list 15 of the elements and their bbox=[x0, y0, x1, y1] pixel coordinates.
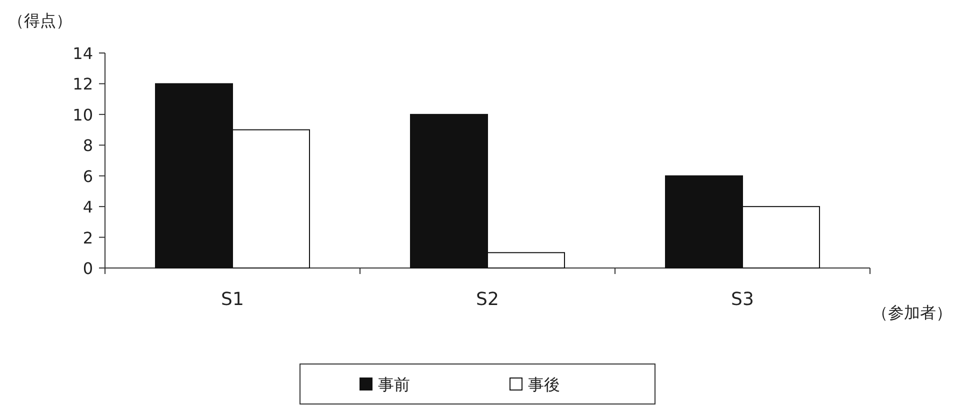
y-tick-label: 6 bbox=[82, 166, 93, 186]
legend-label: 事前 bbox=[378, 375, 410, 394]
legend-label: 事後 bbox=[528, 375, 560, 394]
y-tick-label: 8 bbox=[82, 136, 93, 156]
y-tick-label: 10 bbox=[72, 105, 93, 124]
y-tick-label: 12 bbox=[72, 74, 93, 94]
x-tick-label: S1 bbox=[221, 289, 244, 310]
x-tick-label: S2 bbox=[476, 289, 499, 310]
x-tick-label: S3 bbox=[731, 289, 754, 310]
y-tick-label: 4 bbox=[82, 198, 93, 217]
y-tick-label: 2 bbox=[82, 228, 93, 248]
x-axis-title: （参加者） bbox=[872, 303, 952, 322]
y-tick-label: 14 bbox=[72, 44, 93, 63]
y-tick-label: 0 bbox=[82, 259, 93, 278]
y-axis-title: （得点） bbox=[8, 11, 72, 30]
